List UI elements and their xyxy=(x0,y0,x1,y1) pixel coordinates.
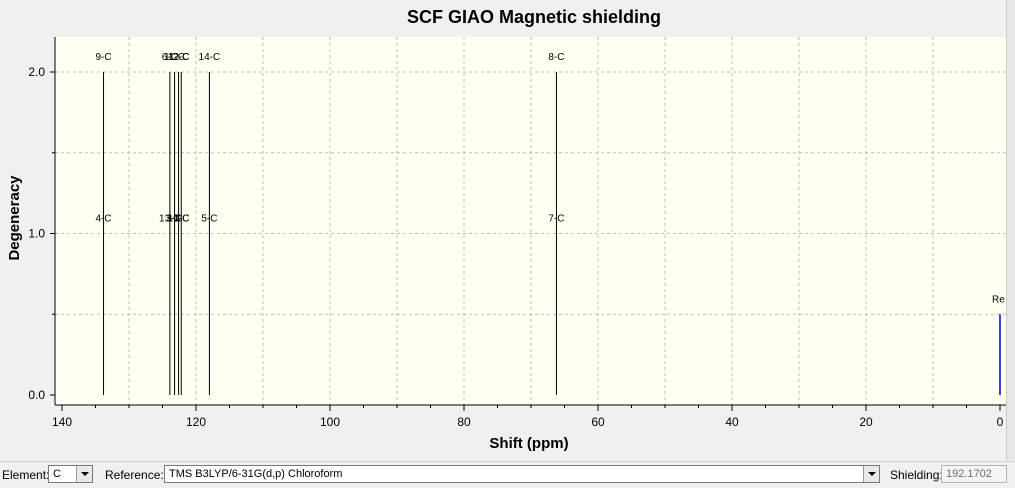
peak-label: 13-C xyxy=(159,214,181,225)
peak-label: 6-C xyxy=(162,52,178,63)
x-tick-label: 60 xyxy=(591,415,605,429)
chart-svg: SCF GIAO Magnetic shielding 140 120 100 80 6… xyxy=(6,7,1006,452)
chevron-down-icon[interactable] xyxy=(76,466,92,482)
y-tick-label: 0.0 xyxy=(28,388,45,402)
y-tick-label: 1.0 xyxy=(28,227,45,241)
controls-bar: Element: C Reference: TMS B3LYP/6-31G(d,… xyxy=(0,461,1015,488)
y-axis-label: Degeneracy xyxy=(6,175,23,261)
peak-label: 2-C xyxy=(173,52,189,63)
peaks: 9-C 4-C 6-C 13-C 11-C 3-C 12-C 10-C 2-C 1-C 14-C 5-… xyxy=(95,52,1005,395)
shielding-field: 192.1702 xyxy=(941,465,1007,483)
peak-label: 5-C xyxy=(201,214,217,225)
reference-select-value: TMS B3LYP/6-31G(d,p) Chloroform xyxy=(169,468,343,480)
peak-label: 11-C xyxy=(164,52,185,63)
x-tick-label: 80 xyxy=(457,415,471,429)
vertical-scrollbar[interactable] xyxy=(1006,0,1015,460)
axes: 140 120 100 80 60 40 20 0 0.0 1.0 2.0 xyxy=(28,37,1006,429)
grid xyxy=(55,37,1006,405)
peak-label: 9-C xyxy=(95,52,111,63)
peak-label: 14-C xyxy=(199,52,221,63)
y-tick-label: 2.0 xyxy=(28,65,45,79)
element-select[interactable]: C xyxy=(48,465,93,483)
x-tick-label: 100 xyxy=(320,415,340,429)
x-axis-label: Shift (ppm) xyxy=(489,435,568,452)
x-tick-label: 120 xyxy=(186,415,206,429)
shielding-value: 192.1702 xyxy=(946,468,992,480)
peak-label: 12-C xyxy=(168,52,190,63)
reference-select[interactable]: TMS B3LYP/6-31G(d,p) Chloroform xyxy=(164,465,880,483)
x-tick-label: 20 xyxy=(859,415,873,429)
x-tick-label: 140 xyxy=(52,415,72,429)
peak-label: 1-C xyxy=(173,214,189,225)
peak-label: 7-C xyxy=(548,214,564,225)
peak-label: 4-C xyxy=(95,214,111,225)
x-tick-label: 40 xyxy=(725,415,739,429)
spectrum-chart: SCF GIAO Magnetic shielding 140 120 100 80 6… xyxy=(6,7,1006,452)
peak-label: 3-C xyxy=(166,214,182,225)
x-tick-label: 0 xyxy=(997,415,1004,429)
shielding-label: Shielding: xyxy=(890,468,943,482)
element-label: Element: xyxy=(2,468,50,482)
reference-label: Reference: xyxy=(105,468,164,482)
peak-label: 10-C xyxy=(168,214,190,225)
peak-label: 8-C xyxy=(548,52,564,63)
reference-peak-label: Re xyxy=(992,294,1005,305)
chevron-down-icon[interactable] xyxy=(863,466,879,482)
element-select-value: C xyxy=(53,468,61,480)
chart-title: SCF GIAO Magnetic shielding xyxy=(407,7,661,27)
